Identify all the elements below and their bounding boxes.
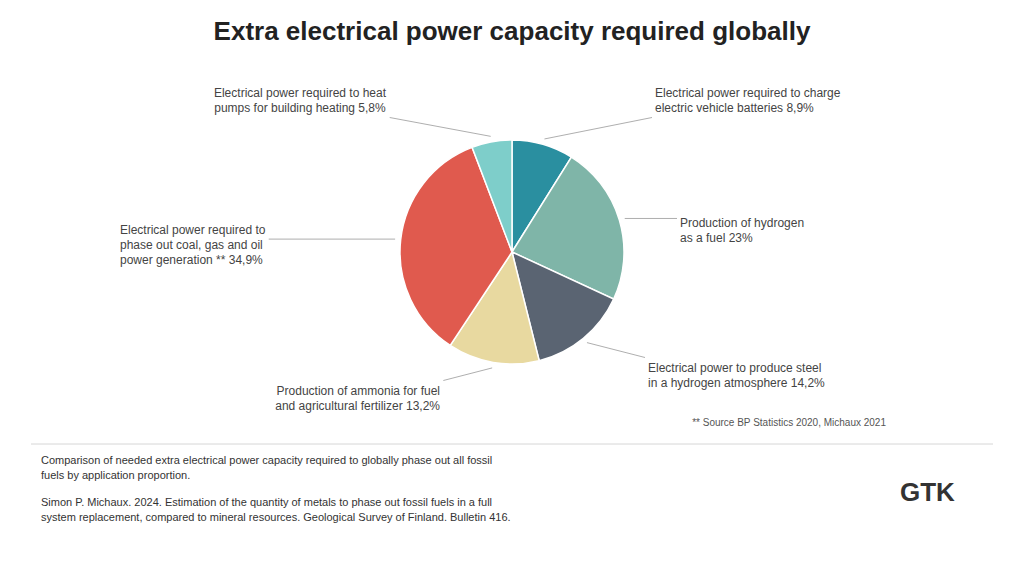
slice-label: Production of ammonia for fueland agricu… — [275, 384, 440, 413]
text-line: Comparison of needed extra electrical po… — [41, 454, 492, 466]
leader-line — [390, 118, 491, 137]
pie-slice — [472, 140, 512, 252]
slice-label: Electrical power required tophase out co… — [120, 223, 266, 267]
slice-label: Electrical power required to chargeelect… — [655, 86, 841, 115]
annotation: ** Source BP Statistics 2020, Michaux 20… — [692, 417, 886, 428]
leader-line — [544, 118, 652, 139]
text-line: pumps for building heating 5,8% — [214, 101, 386, 115]
text-line: GTK — [900, 477, 955, 507]
annotation: GTK — [900, 477, 955, 507]
slice-label: Electrical power required to heatpumps f… — [214, 86, 387, 115]
leader-line — [269, 239, 395, 240]
text-line: Production of hydrogen — [680, 216, 804, 230]
title: Extra electrical power capacity required… — [214, 16, 811, 46]
leader-line — [625, 218, 677, 219]
text-line: and agricultural fertilizer 13,2% — [275, 399, 440, 413]
text-line: Production of ammonia for fuel — [277, 384, 440, 398]
chart-svg: Extra electrical power capacity required… — [0, 0, 1024, 576]
text-line: Electrical power to produce steel — [648, 361, 821, 375]
leader-line — [587, 343, 645, 358]
slice-label: Electrical power to produce steelin a hy… — [648, 361, 825, 390]
text-line: Electrical power required to — [120, 223, 266, 237]
annotation: Simon P. Michaux. 2024. Estimation of th… — [41, 496, 511, 523]
text-line: phase out coal, gas and oil — [120, 238, 263, 252]
text-line: system replacement, compared to mineral … — [41, 511, 511, 523]
text-line: Electrical power required to charge — [655, 86, 841, 100]
chart-container: Extra electrical power capacity required… — [0, 0, 1024, 576]
slice-labels: Electrical power required to chargeelect… — [120, 86, 841, 413]
pie — [400, 140, 624, 364]
text-line: electric vehicle batteries 8,9% — [655, 101, 814, 115]
leader-line — [443, 368, 492, 381]
text-line: power generation ** 34,9% — [120, 253, 263, 267]
annotation: Comparison of needed extra electrical po… — [41, 454, 492, 481]
text-line: Simon P. Michaux. 2024. Estimation of th… — [41, 496, 492, 508]
slice-label: Production of hydrogenas a fuel 23% — [680, 216, 804, 245]
text-line: Electrical power required to heat — [214, 86, 387, 100]
text-line: as a fuel 23% — [680, 231, 753, 245]
text-line: fuels by application proportion. — [41, 469, 190, 481]
text-line: in a hydrogen atmosphere 14,2% — [648, 376, 825, 390]
text-line: ** Source BP Statistics 2020, Michaux 20… — [692, 417, 886, 428]
separator — [31, 444, 993, 445]
leader-lines — [269, 118, 677, 381]
